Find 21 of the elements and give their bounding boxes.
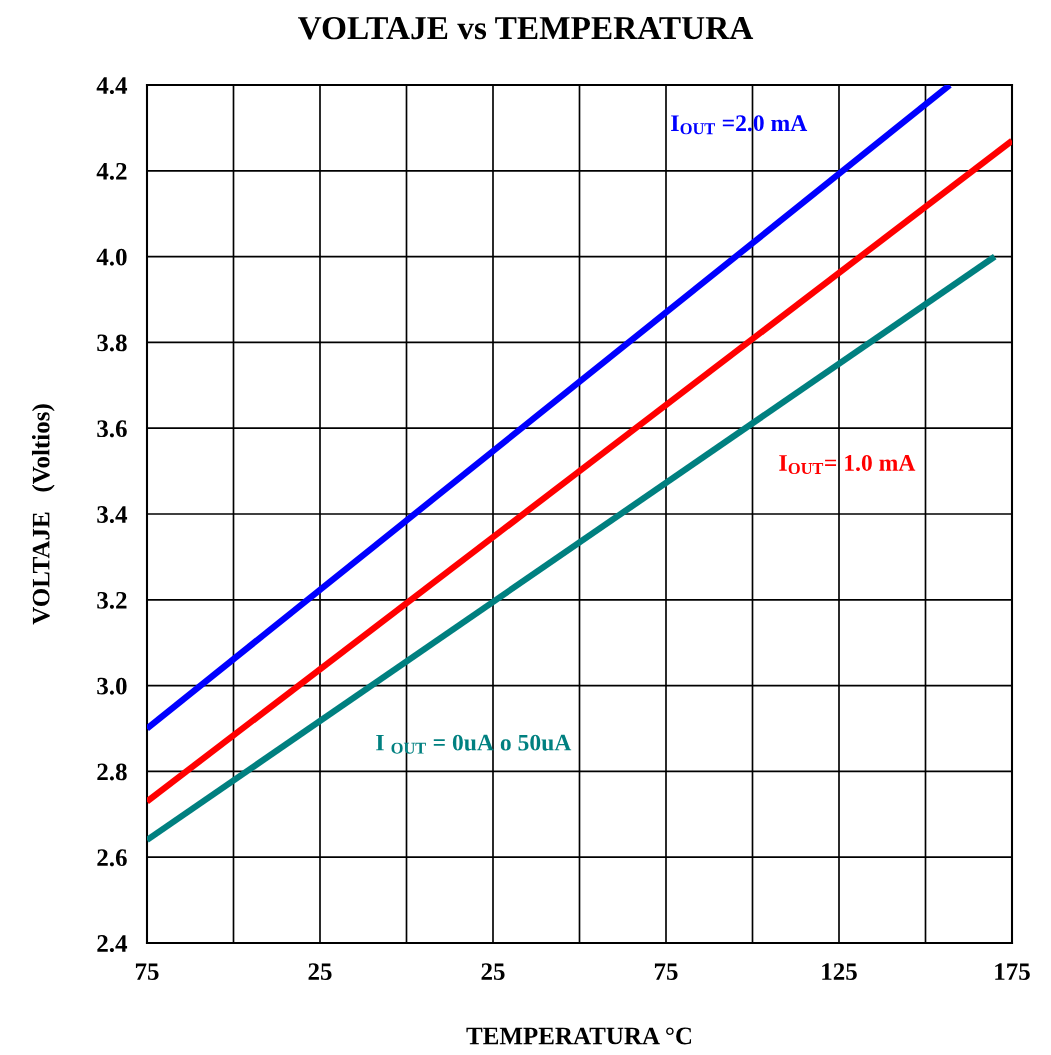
y-tick-label: 2.4 bbox=[97, 935, 128, 953]
x-tick-label: 125 bbox=[822, 963, 857, 981]
y-tick-label: 4.2 bbox=[96, 162, 127, 180]
chart-title: VOLTAJE vs TEMPERATURA bbox=[298, 16, 754, 40]
text: I$_{OUT}$= 1.0 mA bbox=[779, 454, 916, 475]
y-axis-title: VOLTAJE (Voltios) bbox=[31, 404, 55, 625]
y-tick-label: 2.6 bbox=[97, 849, 127, 867]
y-tick-label: 3.6 bbox=[97, 420, 127, 438]
y-tick-label: 3.8 bbox=[97, 334, 127, 352]
x-tick-label: 25 bbox=[481, 963, 505, 981]
x-axis-title: TEMPERATURA °C bbox=[466, 1027, 692, 1045]
x-tick-label: 175 bbox=[995, 963, 1030, 981]
x-tick-label: 25 bbox=[308, 963, 332, 981]
x-tick-label: 75 bbox=[135, 963, 159, 981]
y-tick-label: 3.4 bbox=[97, 506, 128, 524]
y-tick-label: 2.8 bbox=[97, 763, 127, 781]
y-tick-label: 3.0 bbox=[97, 677, 127, 695]
x-tick-label: 75 bbox=[654, 963, 678, 981]
y-tick-label: 4.4 bbox=[96, 77, 128, 95]
y-tick-label: 3.2 bbox=[97, 591, 127, 609]
y-tick-label: 4.0 bbox=[96, 248, 127, 266]
